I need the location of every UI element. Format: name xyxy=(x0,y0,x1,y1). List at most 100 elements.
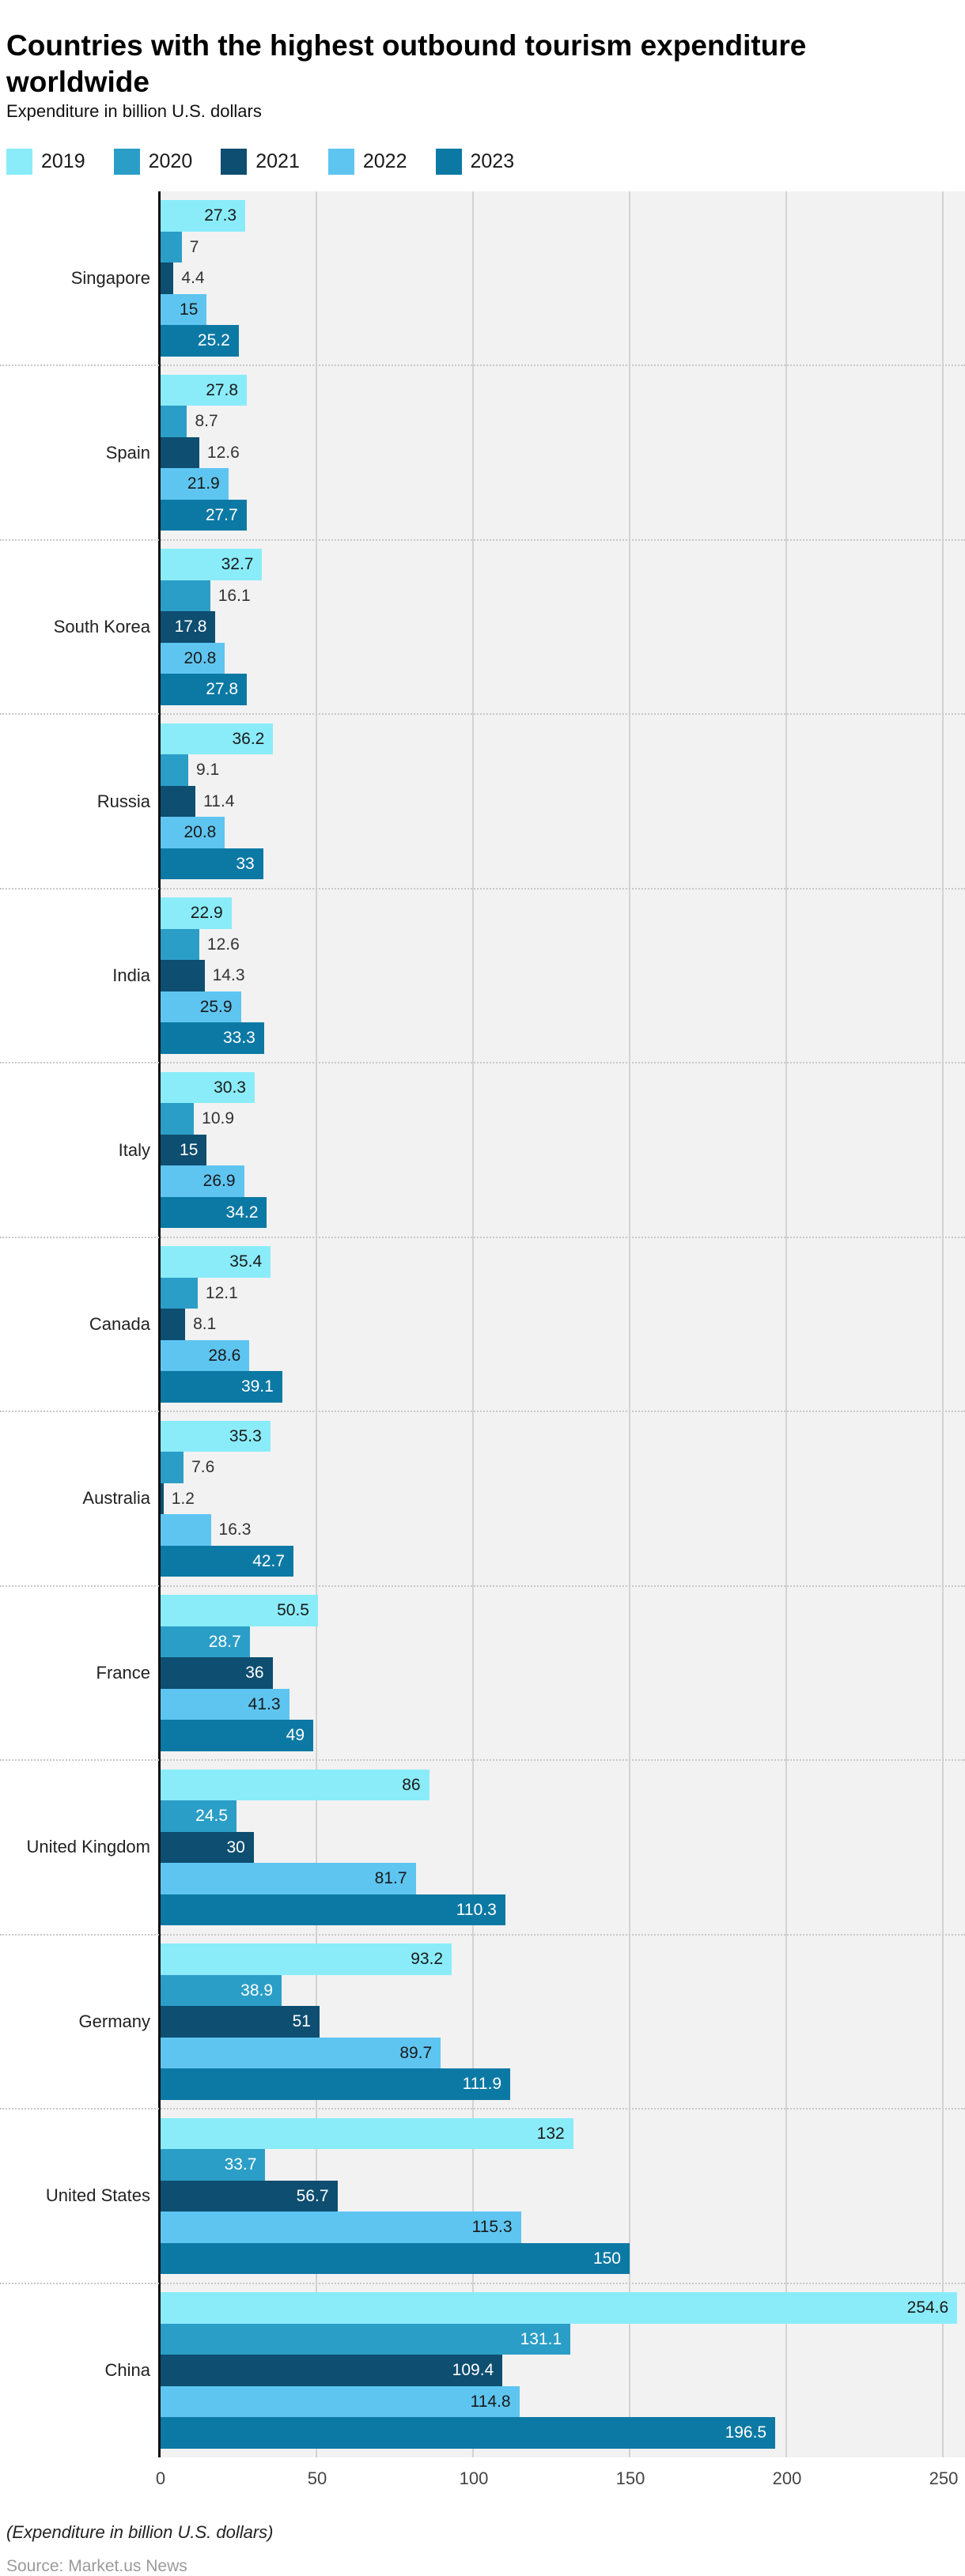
legend-item-2021: 2021 xyxy=(221,149,300,175)
gridline-100 xyxy=(472,191,474,2457)
bar-value-label: 32.7 xyxy=(221,555,254,574)
bar-value-label: 15 xyxy=(180,1140,199,1159)
group-separator xyxy=(0,1062,965,1064)
bar-south-korea-2023 xyxy=(160,674,248,705)
bar-value-label: 12.6 xyxy=(206,443,240,462)
bar-value-label: 20.8 xyxy=(184,648,217,667)
bar-value-label: 35.4 xyxy=(229,1252,263,1271)
bar-australia-2020 xyxy=(160,1452,184,1483)
bar-value-label: 24.5 xyxy=(195,1807,229,1826)
bar-united-kingdom-2019 xyxy=(160,1769,430,1801)
bar-value-label: 16.1 xyxy=(218,586,251,605)
bar-china-2023 xyxy=(160,2417,776,2449)
bar-value-label: 132 xyxy=(536,2124,565,2143)
bar-value-label: 27.3 xyxy=(204,206,237,225)
bar-value-label: 38.9 xyxy=(240,1981,274,2000)
bar-value-label: 25.9 xyxy=(199,997,233,1016)
bar-value-label: 51 xyxy=(292,2012,311,2031)
bar-united-states-2020 xyxy=(160,2149,266,2181)
bar-germany-2022 xyxy=(160,2037,441,2069)
group-separator xyxy=(0,1933,965,1936)
chart-subtitle: Expenditure in billion U.S. dollars xyxy=(6,101,262,121)
gridline-50 xyxy=(316,191,317,2457)
bar-value-label: 12.1 xyxy=(205,1283,238,1302)
bar-value-label: 36.2 xyxy=(232,729,265,748)
bar-value-label: 30.3 xyxy=(214,1078,246,1097)
bar-value-label: 14.3 xyxy=(212,966,245,985)
x-tick-label-100: 100 xyxy=(459,2468,489,2488)
group-separator xyxy=(0,887,965,890)
chart-title: Countries with the highest outbound tour… xyxy=(6,28,807,98)
bar-value-label: 39.1 xyxy=(240,1377,274,1396)
group-separator xyxy=(0,1585,965,1587)
bar-china-2022 xyxy=(160,2385,520,2418)
bar-value-label: 81.7 xyxy=(374,1869,407,1888)
bar-spain-2019 xyxy=(160,374,248,406)
bar-south-korea-2021 xyxy=(160,611,216,643)
country-label-canada: Canada xyxy=(89,1314,150,1334)
legend-label-2021: 2021 xyxy=(255,150,300,172)
bar-canada-2020 xyxy=(160,1277,198,1309)
bar-value-label: 7.6 xyxy=(191,1458,215,1477)
legend-item-2020: 2020 xyxy=(113,149,192,175)
bar-value-label: 27.8 xyxy=(206,380,239,399)
bar-france-2022 xyxy=(160,1688,290,1720)
bar-value-label: 150 xyxy=(592,2249,621,2268)
bar-value-label: 1.2 xyxy=(171,1489,195,1508)
bar-value-label: 35.3 xyxy=(229,1426,262,1445)
x-tick-label-50: 50 xyxy=(307,2468,327,2488)
group-separator xyxy=(0,364,965,367)
country-label-united-states: United States xyxy=(45,2185,150,2206)
bar-united-kingdom-2022 xyxy=(160,1863,416,1894)
bar-value-label: 86 xyxy=(402,1775,421,1794)
legend-swatch-2023 xyxy=(435,149,462,175)
country-label-spain: Spain xyxy=(105,442,150,463)
bar-australia-2023 xyxy=(160,1545,294,1577)
bar-france-2021 xyxy=(160,1657,273,1689)
group-separator xyxy=(0,1236,965,1238)
bar-value-label: 42.7 xyxy=(252,1551,286,1570)
bar-india-2023 xyxy=(160,1022,264,1054)
bar-value-label: 28.6 xyxy=(208,1346,241,1365)
bar-value-label: 111.9 xyxy=(462,2075,502,2094)
bar-value-label: 9.1 xyxy=(196,761,220,780)
bar-value-label: 110.3 xyxy=(456,1900,497,1919)
legend-label-2022: 2022 xyxy=(362,150,407,172)
bar-spain-2023 xyxy=(160,499,247,531)
bar-value-label: 26.9 xyxy=(202,1172,236,1191)
bar-russia-2023 xyxy=(160,848,263,880)
bar-india-2019 xyxy=(160,897,232,929)
bar-value-label: 22.9 xyxy=(190,904,223,923)
bar-italy-2021 xyxy=(160,1134,207,1166)
bar-value-label: 114.8 xyxy=(470,2392,511,2411)
bar-value-label: 56.7 xyxy=(296,2186,329,2205)
bar-singapore-2021 xyxy=(160,263,174,294)
country-label-united-kingdom: United Kingdom xyxy=(26,1837,150,1857)
bar-india-2020 xyxy=(160,928,199,961)
country-label-china: China xyxy=(104,2359,150,2380)
bar-russia-2020 xyxy=(160,754,189,786)
country-label-australia: Australia xyxy=(82,1488,150,1509)
axis-note: (Expenditure in billion U.S. dollars) xyxy=(6,2522,274,2542)
gridline-200 xyxy=(785,191,787,2457)
gridline-150 xyxy=(629,191,630,2457)
bar-australia-2022 xyxy=(160,1514,211,1546)
bar-value-label: 21.9 xyxy=(187,474,220,493)
bar-value-label: 11.4 xyxy=(203,791,235,810)
bar-india-2021 xyxy=(160,960,205,991)
legend-label-2019: 2019 xyxy=(41,150,85,172)
bar-value-label: 36 xyxy=(245,1664,264,1683)
gridline-250 xyxy=(942,191,944,2457)
bar-russia-2021 xyxy=(160,785,196,818)
legend-label-2023: 2023 xyxy=(470,150,515,172)
bar-canada-2019 xyxy=(160,1246,271,1278)
bar-germany-2023 xyxy=(160,2068,511,2100)
bar-value-label: 33.7 xyxy=(224,2155,257,2174)
bar-value-label: 30 xyxy=(226,1838,245,1856)
bar-value-label: 27.7 xyxy=(205,505,238,524)
bar-value-label: 115.3 xyxy=(471,2218,513,2237)
bar-singapore-2022 xyxy=(160,293,207,326)
source-text: Source: Market.us News xyxy=(6,2557,187,2575)
bar-singapore-2020 xyxy=(160,231,182,263)
group-separator xyxy=(0,2282,965,2284)
